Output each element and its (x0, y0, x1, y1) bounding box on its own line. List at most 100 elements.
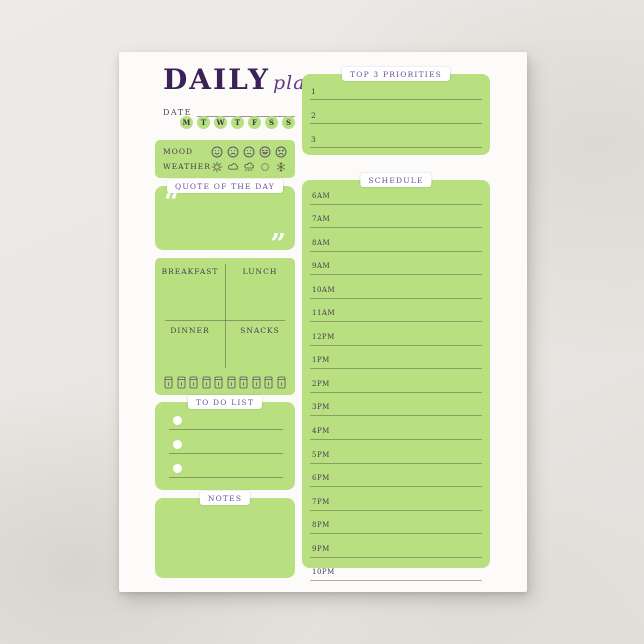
mood-grin-icon (259, 146, 271, 157)
priority-row: 2 (310, 100, 482, 124)
meal-grid-vertical-divider (225, 264, 226, 368)
mood-label: MOOD (163, 147, 193, 156)
todo-row (169, 430, 283, 454)
schedule-time: 11AM (312, 309, 336, 318)
mood-row: MOOD (163, 146, 287, 158)
quote-of-the-day-box: QUOTE OF THE DAY “ ” (155, 179, 295, 258)
mood-sad-icon (227, 146, 239, 157)
schedule-time: 8AM (312, 238, 331, 247)
notes-box: NOTES (155, 491, 295, 578)
schedule-row: 4PM (310, 416, 482, 441)
dinner-label: DINNER (170, 326, 210, 335)
date-row: DATE (163, 106, 295, 117)
water-cup-icon (177, 376, 185, 389)
title-daily: DAILY (163, 63, 270, 96)
quote-label: QUOTE OF THE DAY (167, 179, 283, 193)
schedule-row: 8PM (310, 511, 482, 535)
priority-rows: 1 2 3 (310, 76, 482, 148)
weekday-friday: F (248, 116, 261, 129)
schedule-row: 7AM (310, 205, 482, 229)
water-cup-icon (227, 376, 236, 389)
schedule-row: 5PM (310, 440, 482, 464)
open-quote-icon: “ (164, 187, 180, 218)
weekday-thursday: T (231, 116, 244, 129)
top-priorities-box: TOP 3 PRIORITIES 1 2 3 (302, 67, 490, 155)
mood-happy-icon (211, 146, 223, 157)
schedule-time: 10AM (312, 285, 336, 294)
schedule-time: 12PM (312, 332, 335, 341)
schedule-row: 6PM (310, 464, 482, 488)
mood-icons (211, 146, 287, 158)
schedule-box: SCHEDULE 6AM 7AM 8AM 9AM 10AM 11AM 12PM … (302, 173, 490, 582)
schedule-row: 11AM (310, 299, 482, 323)
mood-weather-box: MOOD WEATHER (155, 140, 295, 178)
schedule-time: 7PM (312, 497, 330, 506)
water-cup-icon (189, 376, 198, 389)
water-tracker (164, 376, 286, 389)
todo-list-box: TO DO LIST (155, 395, 295, 490)
water-cup-icon (239, 376, 248, 389)
weather-label: WEATHER (163, 162, 211, 171)
breakfast-label: BREAKFAST (161, 267, 219, 276)
schedule-time: 8PM (312, 521, 330, 530)
weekday-tuesday: T (197, 116, 210, 129)
date-fill-line (196, 106, 295, 117)
schedule-row: 3PM (310, 393, 482, 417)
todo-row (169, 406, 283, 430)
water-cup-icon (264, 376, 273, 389)
schedule-row: 6AM (310, 181, 482, 205)
schedule-row: 10PM (310, 558, 482, 582)
schedule-label: SCHEDULE (360, 173, 432, 187)
todo-list-label: TO DO LIST (187, 395, 263, 409)
todo-bullet-icon (173, 440, 182, 449)
priority-row: 3 (310, 124, 482, 148)
schedule-row: 7PM (310, 487, 482, 511)
weekday-sunday: S (282, 116, 295, 129)
meal-tracker-box: BREAKFAST LUNCH DINNER SNACKS (155, 258, 295, 395)
weather-snow-icon (276, 161, 286, 172)
schedule-time: 7AM (312, 215, 331, 224)
weekday-saturday: S (265, 116, 278, 129)
lunch-label: LUNCH (242, 267, 278, 276)
top-priorities-label: TOP 3 PRIORITIES (342, 67, 450, 81)
schedule-row: 9PM (310, 534, 482, 558)
schedule-rows: 6AM 7AM 8AM 9AM 10AM 11AM 12PM 1PM 2PM 3… (310, 181, 482, 582)
priority-number: 3 (311, 135, 316, 144)
mood-neutral-icon (243, 146, 255, 157)
schedule-row: 10AM (310, 275, 482, 299)
todo-rows (169, 406, 283, 478)
schedule-row: 12PM (310, 322, 482, 346)
schedule-time: 6AM (312, 191, 331, 200)
schedule-time: 3PM (312, 403, 330, 412)
schedule-row: 9AM (310, 252, 482, 276)
date-label: DATE (163, 108, 192, 117)
schedule-row: 2PM (310, 369, 482, 393)
priority-number: 2 (311, 111, 316, 120)
priority-number: 1 (311, 87, 316, 96)
weather-cloud-icon (228, 162, 239, 170)
weather-sun-icon (211, 161, 223, 172)
water-cup-icon (252, 376, 261, 389)
weather-moon-icon (261, 162, 269, 171)
mood-upset-icon (275, 146, 287, 157)
todo-bullet-icon (173, 464, 182, 473)
weekday-wednesday: W (214, 116, 227, 129)
weekday-monday: M (180, 116, 193, 129)
meal-grid-horizontal-divider (165, 320, 285, 321)
schedule-row: 1PM (310, 346, 482, 370)
water-cup-icon (202, 376, 211, 389)
notes-label: NOTES (199, 491, 251, 505)
snacks-label: SNACKS (240, 326, 280, 335)
schedule-time: 9PM (312, 544, 330, 553)
daily-planner-postcard: DAILY planner DATE M T W T F S S MOOD WE… (119, 52, 527, 592)
water-cup-icon (164, 376, 173, 389)
todo-bullet-icon (173, 416, 182, 425)
schedule-time: 10PM (312, 568, 335, 577)
schedule-time: 2PM (312, 379, 330, 388)
weather-row: WEATHER (163, 161, 287, 173)
water-cup-icon (277, 376, 286, 389)
close-quote-icon: ” (270, 229, 286, 260)
schedule-time: 4PM (312, 427, 330, 436)
weekday-selector: M T W T F S S (180, 116, 295, 129)
schedule-time: 5PM (312, 450, 330, 459)
